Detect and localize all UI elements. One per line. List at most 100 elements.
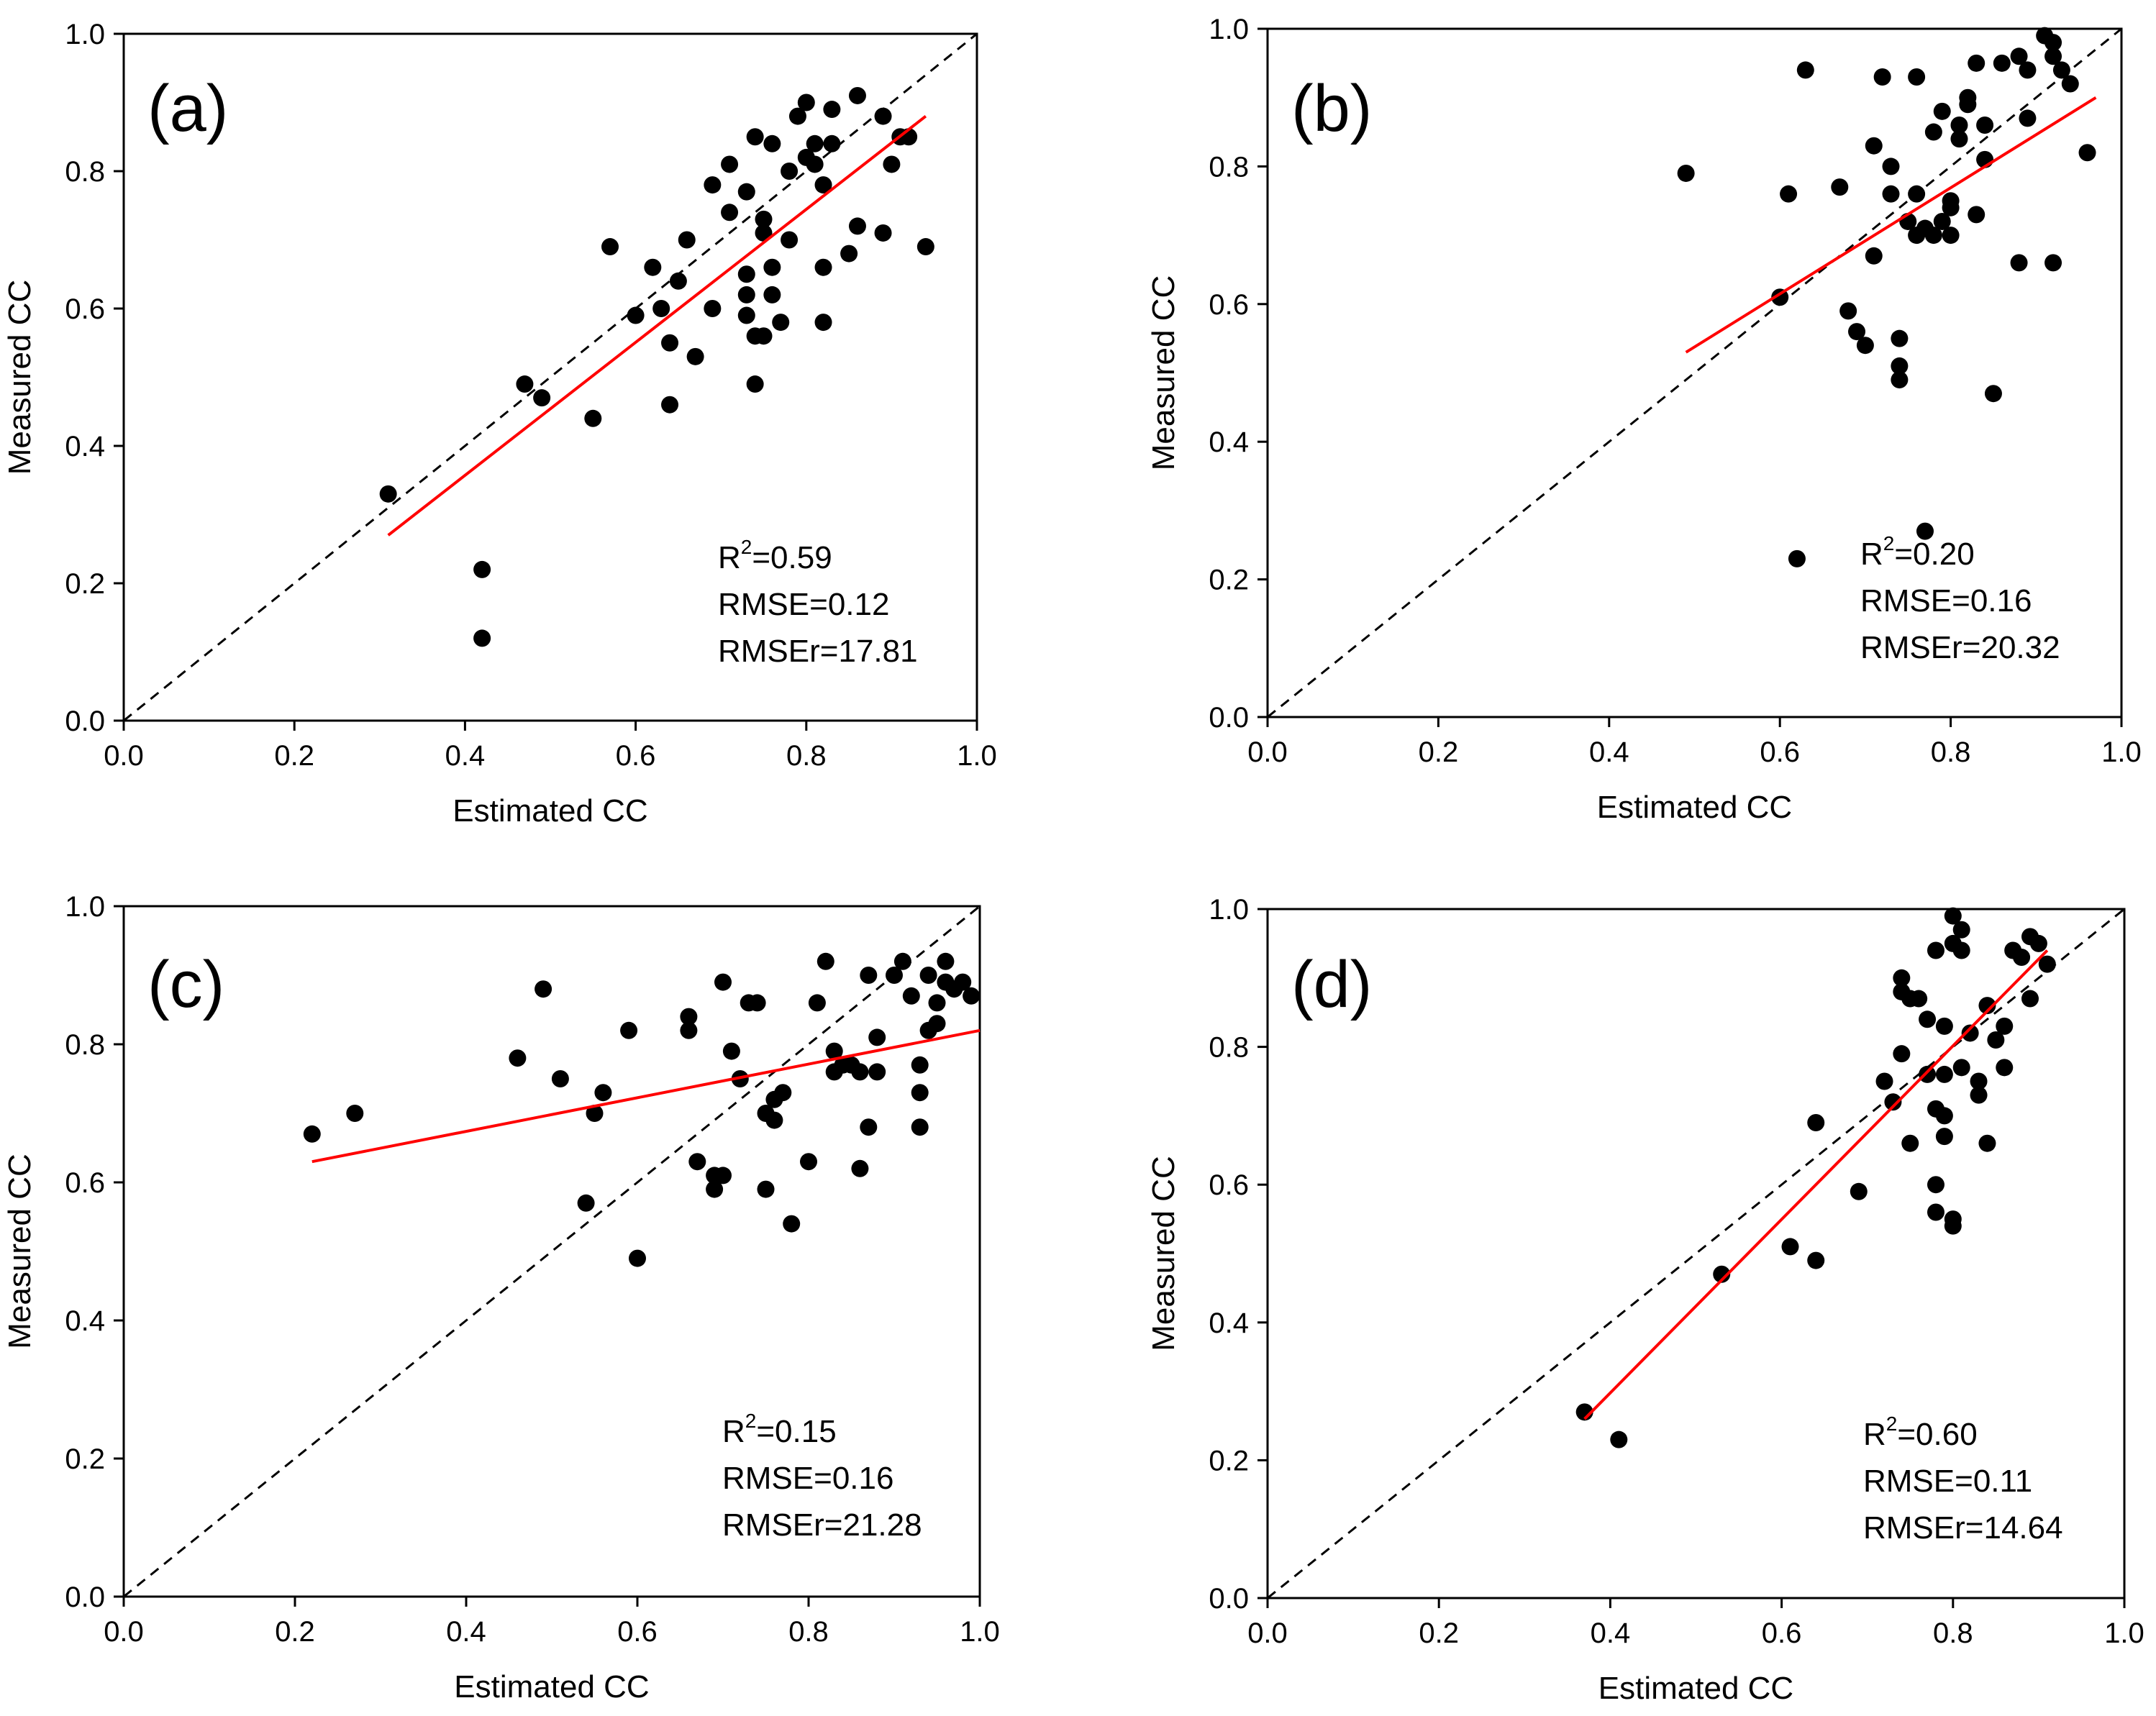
rmser-label: RMSEr=20.32 (1860, 630, 2060, 665)
y-tick-label: 0.0 (1209, 1583, 1249, 1615)
x-tick-label: 0.6 (617, 1616, 658, 1648)
y-tick-label: 0.2 (65, 568, 105, 600)
data-point (1944, 907, 1962, 925)
r-squared-value: =0.60 (1897, 1417, 1977, 1452)
data-point (620, 1021, 638, 1039)
data-point (346, 1105, 364, 1122)
data-point (737, 306, 755, 324)
data-point (814, 314, 832, 332)
y-tick-label: 0.2 (65, 1443, 105, 1475)
data-point (652, 300, 670, 317)
data-point (1924, 123, 1942, 141)
data-point (783, 1215, 801, 1233)
data-point (1919, 1065, 1937, 1083)
r-squared-value: =0.20 (1894, 537, 1974, 572)
data-point (1935, 1017, 1953, 1035)
data-point (1944, 1217, 1962, 1235)
data-point (601, 238, 619, 256)
data-point (755, 327, 773, 345)
data-point (680, 1021, 698, 1039)
x-tick-label: 0.8 (788, 1616, 829, 1648)
data-point (586, 1105, 604, 1122)
y-axis-title: Measured CC (2, 1154, 37, 1348)
r-squared-value: =0.15 (756, 1414, 836, 1449)
data-point (911, 1118, 929, 1136)
panel-label: (b) (1291, 72, 1372, 145)
data-point (772, 314, 790, 332)
data-point (1610, 1430, 1628, 1448)
data-point (806, 155, 824, 173)
fit-line (1685, 96, 2097, 354)
data-point (1976, 116, 1994, 134)
r-squared-prefix: R (718, 540, 741, 575)
data-point (746, 375, 764, 393)
r-squared-label: R2=0.59 (718, 536, 832, 575)
data-point (2019, 61, 2037, 79)
data-point (954, 973, 972, 991)
x-axis-title: Estimated CC (454, 1669, 649, 1704)
data-point (763, 258, 781, 276)
fit-line (1583, 949, 2049, 1420)
data-point (661, 334, 679, 352)
y-tick-label: 1.0 (65, 19, 105, 50)
data-point (1952, 921, 1970, 939)
data-point (1882, 158, 1900, 175)
y-tick-label: 0.6 (65, 1167, 105, 1199)
data-point (1942, 227, 1960, 245)
data-point (1959, 88, 1977, 106)
data-point (669, 272, 687, 290)
data-point (937, 952, 955, 970)
x-tick-label: 0.2 (1419, 736, 1459, 768)
x-tick-label: 0.2 (275, 1616, 315, 1648)
x-tick-label: 1.0 (2104, 1617, 2144, 1649)
data-point (1848, 323, 1866, 341)
rmse-label: RMSE=0.16 (1860, 583, 2032, 619)
panel-c: 0.0 0.2 0.4 0.6 0.8 1.0 0.0 0.2 0.4 0.6 0.8 1.0 Esti… (2, 891, 1000, 1704)
data-point (704, 300, 722, 317)
data-point (714, 1167, 732, 1185)
x-tick-label: 0.4 (1589, 736, 1629, 768)
one-to-one-line (123, 905, 981, 1598)
data-point (2019, 109, 2037, 127)
r-squared-label: R2=0.15 (722, 1410, 837, 1449)
data-point (1950, 116, 1968, 134)
y-tick-label: 0.8 (1209, 151, 1249, 183)
y-tick-label: 0.6 (1209, 289, 1249, 321)
data-point (737, 265, 755, 283)
r-squared-superscript: 2 (1886, 1412, 1898, 1435)
y-tick-label: 1.0 (1209, 894, 1249, 926)
data-point (1850, 1182, 1868, 1200)
data-point (2010, 254, 2028, 272)
data-point (629, 1249, 646, 1267)
data-point (1916, 522, 1934, 540)
data-point (1927, 941, 1945, 959)
data-point (774, 1084, 792, 1102)
data-point (748, 994, 766, 1012)
fit-line (387, 115, 927, 537)
data-point (721, 204, 739, 222)
rmse-label: RMSE=0.11 (1863, 1464, 2032, 1499)
data-point (1780, 185, 1798, 203)
data-point (644, 258, 662, 276)
data-point (2029, 934, 2047, 952)
x-tick-label: 0.4 (446, 1616, 486, 1648)
data-point (686, 347, 704, 365)
fit-line (311, 1028, 981, 1164)
y-axis-title: Measured CC (1146, 1156, 1181, 1351)
panel-label: (a) (147, 72, 228, 145)
data-point (1908, 68, 1926, 86)
r-squared-prefix: R (722, 1414, 745, 1449)
data-point (688, 1153, 706, 1171)
y-axis-title: Measured CC (2, 280, 37, 475)
data-point (1942, 192, 1960, 210)
rmse-label: RMSE=0.12 (718, 587, 889, 622)
data-point (746, 128, 764, 146)
x-tick-label: 0.0 (1247, 736, 1288, 768)
data-point (808, 994, 826, 1012)
data-point (817, 952, 834, 970)
data-point (928, 1015, 946, 1033)
r-squared-superscript: 2 (1883, 532, 1895, 554)
panel-d: 0.0 0.2 0.4 0.6 0.8 1.0 0.0 0.2 0.4 0.6 0.8 1.0 Esti… (1146, 894, 2144, 1706)
data-point (883, 155, 901, 173)
data-point (1970, 1072, 1988, 1090)
